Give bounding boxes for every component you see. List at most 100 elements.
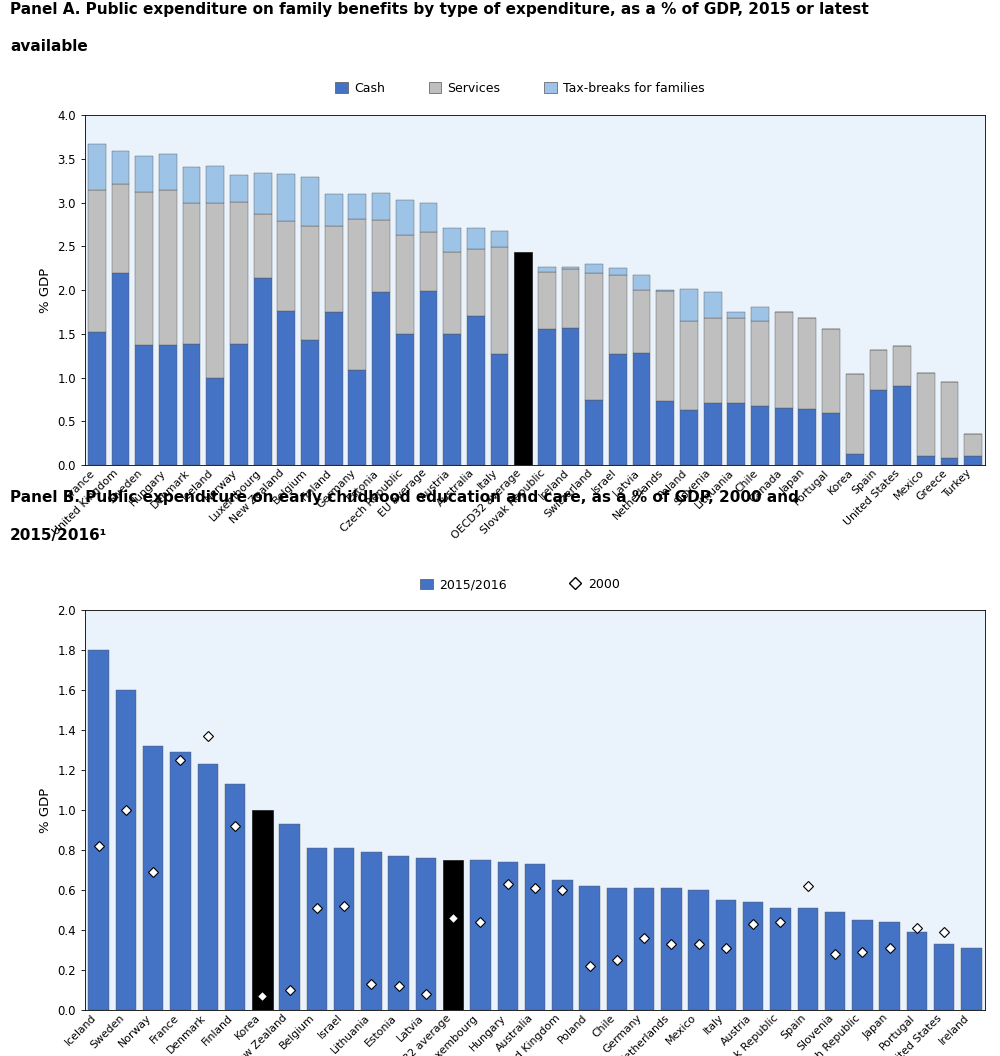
Bar	[538, 267, 556, 271]
Bar	[88, 190, 106, 332]
Bar	[159, 154, 177, 190]
Bar	[372, 220, 390, 291]
Bar	[135, 192, 153, 345]
Bar	[325, 226, 343, 312]
Bar	[159, 345, 177, 465]
Y-axis label: % GDP: % GDP	[39, 788, 52, 832]
Bar	[751, 306, 769, 321]
Y-axis label: % GDP: % GDP	[39, 267, 52, 313]
Bar	[633, 276, 650, 290]
Bar	[822, 413, 840, 465]
Bar	[206, 203, 224, 377]
Bar	[277, 312, 295, 465]
Bar	[964, 456, 982, 465]
Bar	[751, 321, 769, 407]
Bar	[825, 912, 845, 1010]
Bar	[870, 350, 887, 390]
Bar	[775, 408, 793, 465]
Bar	[727, 318, 745, 403]
Bar	[420, 290, 437, 465]
Bar	[633, 353, 650, 465]
Text: Panel A. Public expenditure on family benefits by type of expenditure, as a % of: Panel A. Public expenditure on family be…	[10, 2, 869, 17]
Bar	[562, 267, 579, 269]
Bar	[396, 200, 414, 234]
Legend: Cash, Services, Tax-breaks for families: Cash, Services, Tax-breaks for families	[333, 79, 707, 97]
Bar	[579, 886, 600, 1010]
Bar	[143, 746, 163, 1010]
Bar	[607, 888, 627, 1010]
Bar	[585, 272, 603, 400]
Bar	[112, 151, 129, 184]
Bar	[252, 810, 272, 1010]
Bar	[846, 374, 864, 454]
Bar	[416, 857, 436, 1010]
Bar	[230, 344, 248, 465]
Bar	[348, 220, 366, 370]
Bar	[443, 860, 463, 1010]
Bar	[562, 269, 579, 327]
Text: Panel B. Public expenditure on early childhood education and care, as a % of GDP: Panel B. Public expenditure on early chi…	[10, 490, 799, 505]
Bar	[301, 177, 319, 226]
Bar	[934, 944, 954, 1010]
Bar	[704, 291, 722, 318]
Bar	[775, 312, 793, 408]
Bar	[170, 752, 191, 1010]
Bar	[112, 184, 129, 272]
Bar	[467, 249, 485, 316]
Bar	[491, 247, 508, 354]
Bar	[135, 156, 153, 192]
Bar	[361, 852, 382, 1010]
Bar	[254, 214, 272, 278]
Bar	[704, 318, 722, 403]
Bar	[893, 386, 911, 465]
Bar	[307, 848, 327, 1010]
Bar	[396, 234, 414, 334]
Bar	[917, 456, 935, 465]
Bar	[88, 144, 106, 190]
Bar	[206, 166, 224, 203]
Bar	[941, 382, 958, 458]
Bar	[656, 401, 674, 465]
Bar	[609, 354, 627, 465]
Bar	[254, 278, 272, 465]
Bar	[135, 345, 153, 465]
Bar	[917, 373, 935, 456]
Bar	[798, 409, 816, 465]
Bar	[116, 690, 136, 1010]
Bar	[88, 332, 106, 465]
Bar	[727, 312, 745, 318]
Bar	[372, 193, 390, 220]
Bar	[372, 291, 390, 465]
Bar	[443, 334, 461, 465]
Bar	[538, 328, 556, 465]
Bar	[159, 190, 177, 345]
Bar	[334, 848, 354, 1010]
Bar	[680, 321, 698, 410]
Bar	[514, 251, 532, 465]
Bar	[633, 290, 650, 353]
Bar	[467, 316, 485, 465]
Bar	[301, 226, 319, 340]
Bar	[688, 890, 709, 1010]
Bar	[893, 346, 911, 386]
Bar	[230, 175, 248, 202]
Bar	[467, 228, 485, 249]
Bar	[680, 289, 698, 321]
Bar	[525, 864, 545, 1010]
Bar	[301, 340, 319, 465]
Bar	[704, 403, 722, 465]
Bar	[609, 276, 627, 354]
Bar	[961, 948, 982, 1010]
Bar	[822, 328, 840, 413]
Bar	[743, 902, 763, 1010]
Bar	[941, 458, 958, 465]
Bar	[225, 784, 245, 1010]
Bar	[798, 908, 818, 1010]
Bar	[420, 203, 437, 232]
Bar	[491, 230, 508, 247]
Bar	[88, 650, 109, 1010]
Bar	[277, 221, 295, 312]
Bar	[183, 167, 200, 203]
Bar	[230, 202, 248, 344]
Bar	[420, 232, 437, 290]
